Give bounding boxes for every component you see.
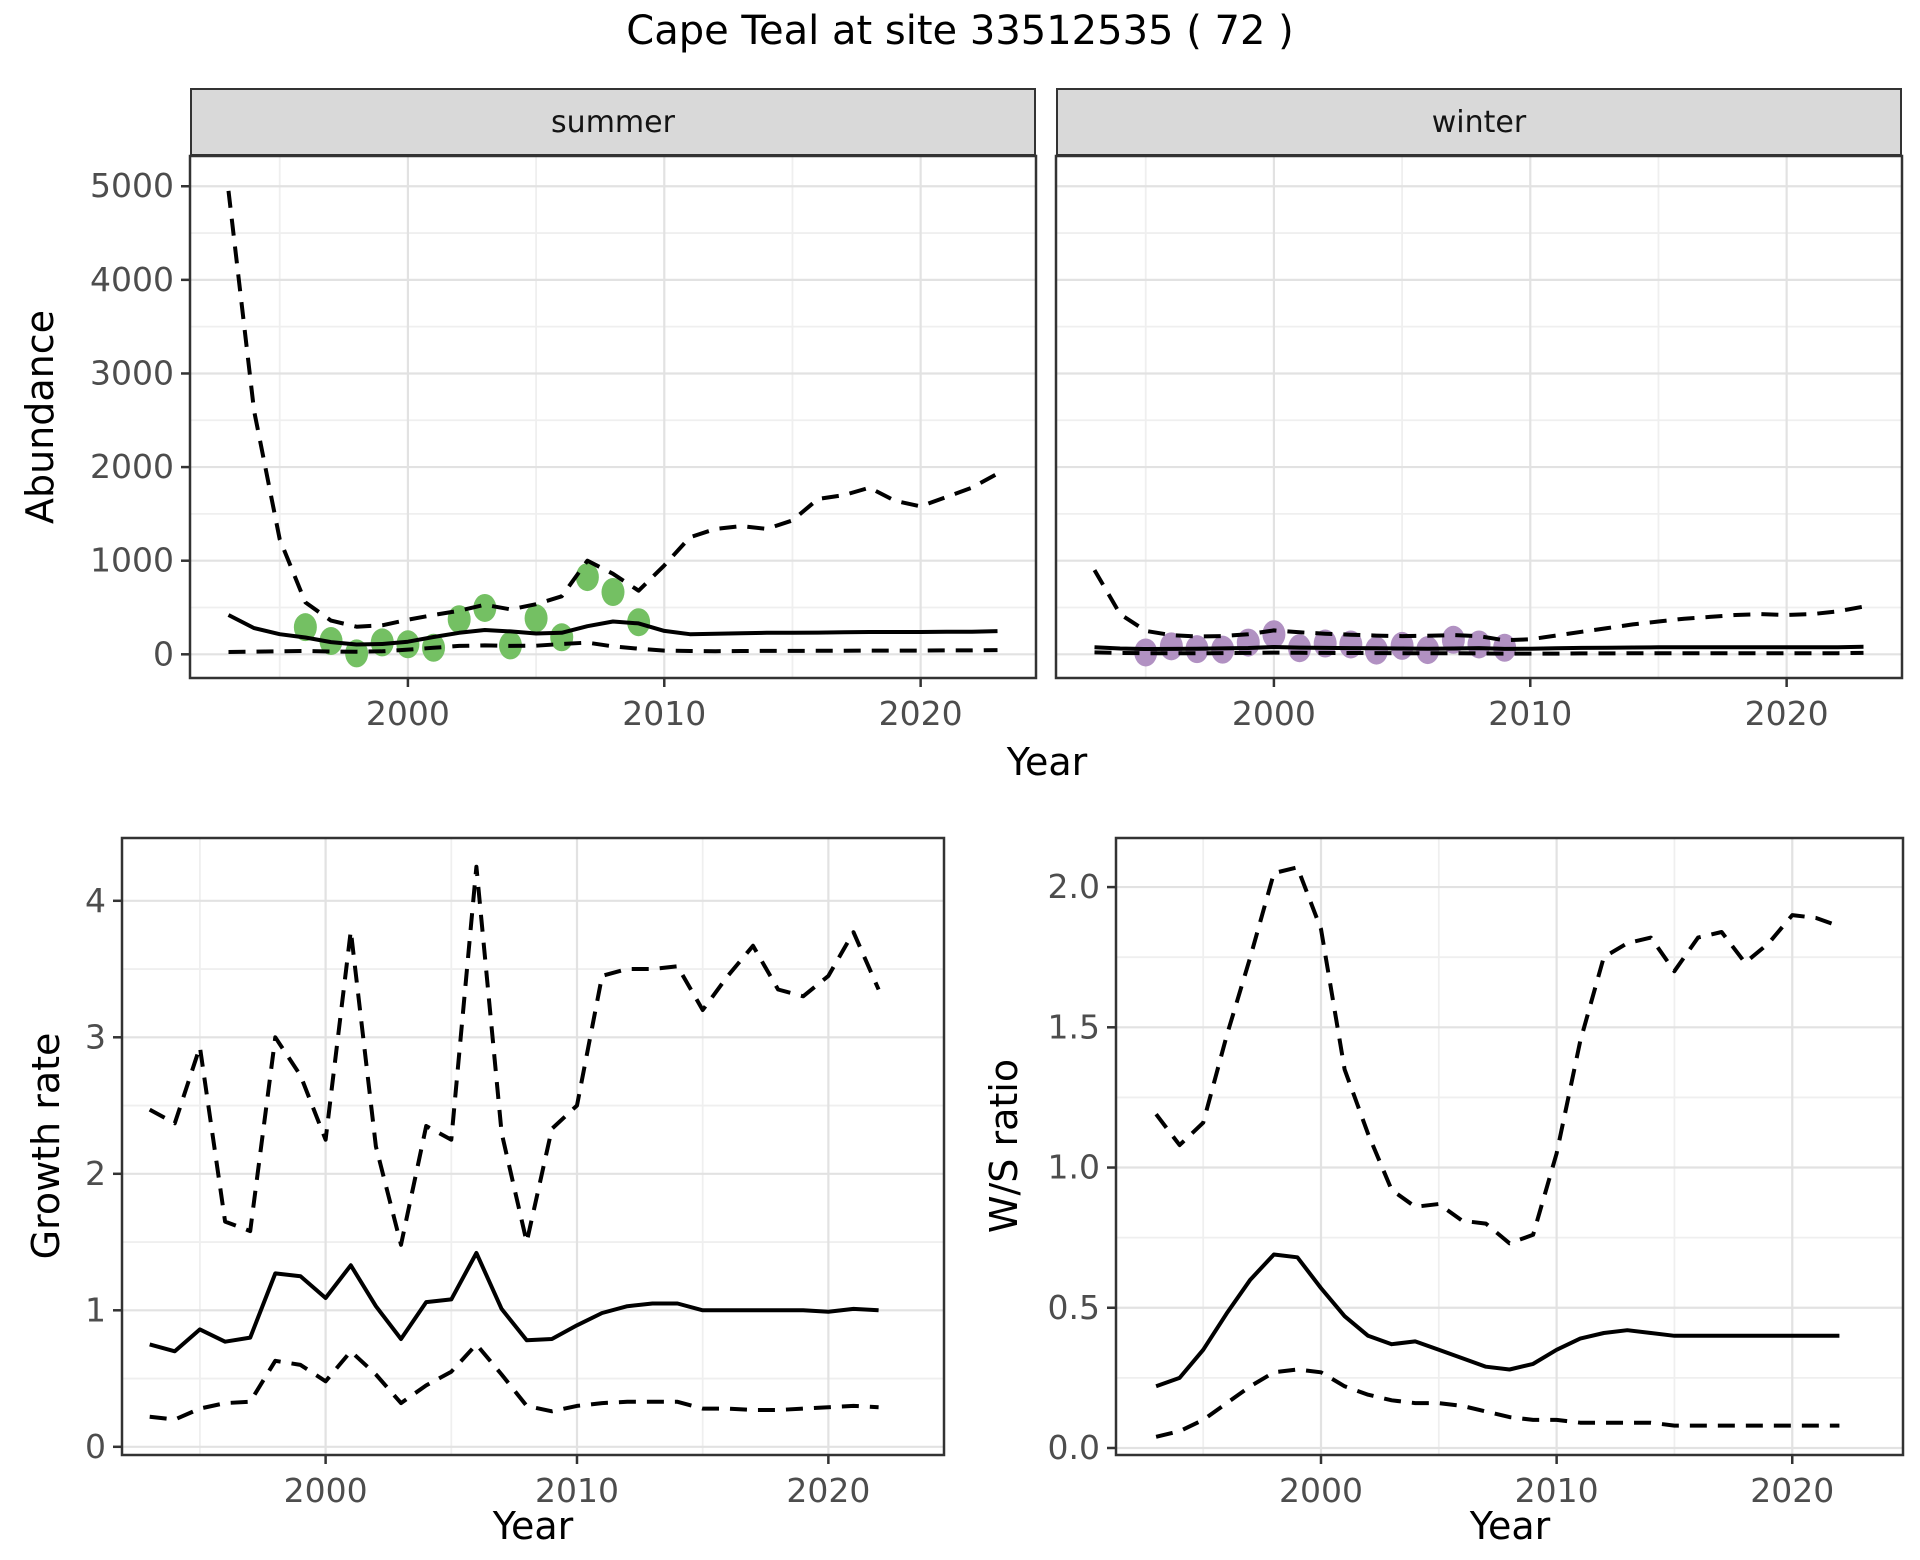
data-point [524, 604, 548, 633]
y-tick-label: 0 [153, 634, 174, 673]
x-tick-label: 2020 [786, 1471, 870, 1510]
panel-background [122, 838, 944, 1455]
x-tick-label: 2000 [284, 1471, 368, 1510]
panel-growth-rate: 2000 2010 2020 0 1 2 3 4 [85, 836, 946, 1510]
lower_ci-line [1155, 1367, 1840, 1439]
y-tick-label: 1.0 [1048, 1148, 1100, 1187]
y-tick-label: 1.5 [1048, 1007, 1100, 1046]
panel-ws-ratio: 2000 2010 2020 0.0 0.5 1.0 1.5 2.0 [1048, 836, 1905, 1510]
y-tick-label: 1 [85, 1290, 106, 1329]
facet-strip-summer-label: summer [551, 104, 675, 140]
y-tick-label: 4000 [90, 260, 174, 299]
panel-background [1056, 156, 1902, 678]
facet-strip-winter: winter [1056, 88, 1902, 156]
data-point [293, 613, 317, 642]
panel-border [1054, 154, 1904, 680]
data-point [550, 623, 574, 652]
x-tick-label: 2000 [1232, 694, 1316, 733]
y-tick-label: 3 [85, 1017, 106, 1056]
x-axis-title-year-growth: Year [492, 1504, 574, 1548]
panel-border [188, 154, 1038, 680]
y-tick-label: 2 [85, 1154, 106, 1193]
facet-strip-winter-label: winter [1431, 104, 1527, 140]
y-axis-title-growth-rate: Growth rate [24, 1032, 68, 1260]
x-tick-label: 2010 [535, 1471, 619, 1510]
mean-line [149, 1251, 879, 1354]
mean-line [1155, 1252, 1840, 1389]
y-tick-label: 0.0 [1048, 1428, 1100, 1467]
lower_ci-line [228, 640, 998, 654]
y-tick-label: 5000 [90, 166, 174, 205]
lower_ci-line [1094, 650, 1864, 656]
panel-background [1116, 838, 1903, 1455]
y-tick-label: 0 [85, 1427, 106, 1466]
y-axis-title-abundance: Abundance [18, 309, 62, 525]
panel-abundance-winter: 2000 2010 2020 [1054, 154, 1904, 733]
x-tick-label: 2010 [622, 694, 706, 733]
x-tick-label: 2010 [1488, 694, 1572, 733]
y-axis-title-ws-ratio: W/S ratio [982, 1058, 1026, 1234]
y-tick-label: 4 [85, 881, 106, 920]
mean-line [1094, 644, 1864, 651]
x-tick-label: 2020 [1750, 1471, 1834, 1510]
lower_ci-line [149, 1342, 879, 1422]
facet-strip-summer: summer [190, 88, 1036, 156]
x-tick-label: 2020 [879, 694, 963, 733]
upper_ci-line [1154, 865, 1841, 1246]
y-tick-label: 1000 [90, 541, 174, 580]
data-point [473, 593, 497, 622]
plot-title: Cape Teal at site 33512535 ( 72 ) [626, 8, 1294, 54]
x-tick-label: 2010 [1515, 1471, 1599, 1510]
panel-border [1114, 836, 1905, 1457]
y-tick-label: 0.5 [1048, 1288, 1100, 1327]
x-tick-label: 2000 [366, 694, 450, 733]
panel-border [120, 836, 946, 1457]
data-point [1364, 636, 1388, 665]
panel-abundance-summer: 2000 2010 2020 0 1000 2000 3000 4000 5000 [90, 154, 1038, 733]
x-tick-label: 2020 [1745, 694, 1829, 733]
upper_ci-line [1092, 569, 1864, 643]
data-point [575, 563, 599, 592]
data-point [1262, 620, 1286, 649]
x-axis-title-year-top: Year [1006, 740, 1088, 784]
data-point [1313, 629, 1337, 658]
data-point [1134, 638, 1158, 667]
y-tick-label: 2000 [90, 447, 174, 486]
upper_ci-line [226, 190, 999, 629]
mean-line [227, 613, 998, 647]
x-tick-label: 2000 [1279, 1471, 1363, 1510]
data-point [601, 578, 625, 607]
y-tick-label: 2.0 [1048, 867, 1100, 906]
y-tick-label: 3000 [90, 353, 174, 392]
x-axis-title-year-ws: Year [1469, 1504, 1551, 1548]
